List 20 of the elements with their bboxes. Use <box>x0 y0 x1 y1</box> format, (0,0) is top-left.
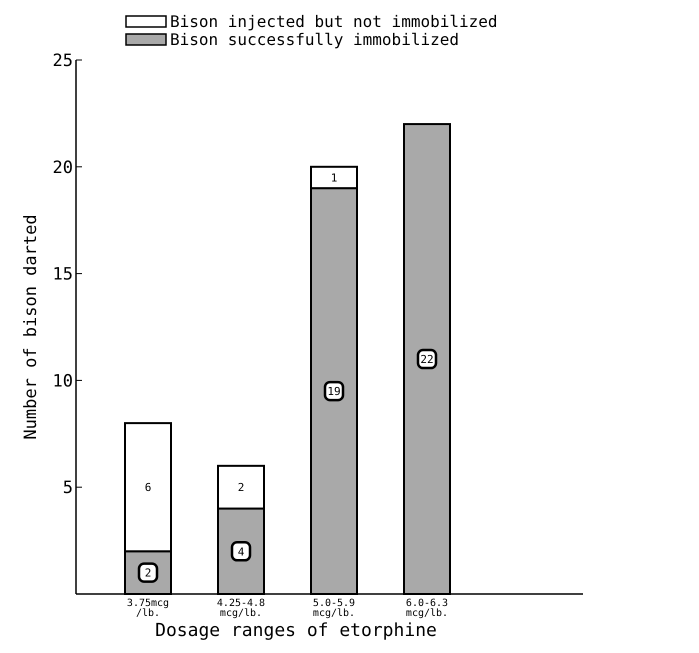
x-tick-label: 5.0-5.9 mcg/lb. <box>312 598 356 619</box>
data-label: 2 <box>144 566 152 580</box>
data-label: 19 <box>327 385 341 398</box>
x-tick-label: 6.0-6.3 mcg/lb. <box>406 598 448 619</box>
x-tick-label: 4.25-4.8 mcg/lb. <box>216 598 266 619</box>
y-tick-label: 15 <box>52 264 73 285</box>
data-label: 22 <box>420 353 434 366</box>
x-axis-title: Dosage ranges of etorphine <box>155 620 437 641</box>
data-label: 2 <box>238 481 244 494</box>
y-tick-label: 20 <box>52 158 73 178</box>
y-tick-label: 10 <box>52 371 73 392</box>
y-tick-label: 25 <box>52 51 73 71</box>
data-label: 4 <box>238 545 245 558</box>
data-label: 1 <box>330 171 338 184</box>
legend-label: Bison successfully immobilized <box>170 30 459 49</box>
data-label: 6 <box>144 481 152 494</box>
x-tick-label: 3.75mcg /lb. <box>126 598 170 619</box>
legend-label: Bison injected but not immobilized <box>170 12 498 31</box>
y-tick-label: 5 <box>62 478 73 498</box>
y-axis-title: Number of bison darted <box>21 214 41 440</box>
